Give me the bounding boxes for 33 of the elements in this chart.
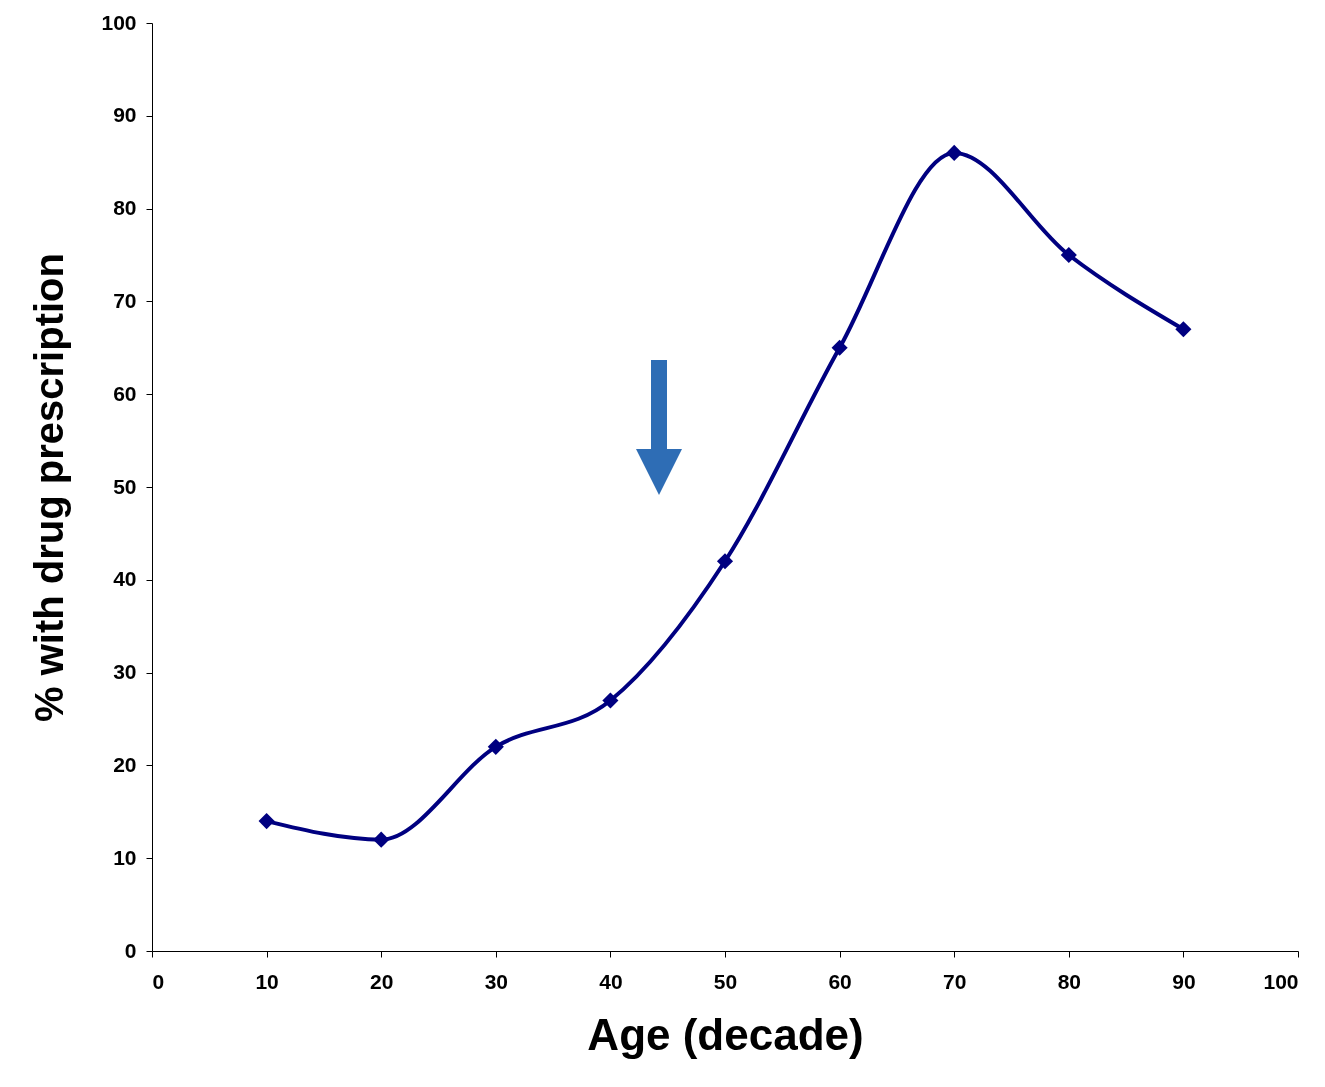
y-tick-label: 0 xyxy=(124,938,137,962)
x-tick-label: 60 xyxy=(828,969,852,993)
point xyxy=(258,813,275,830)
y-tick-label: 70 xyxy=(113,288,137,312)
point xyxy=(1175,321,1192,338)
x-tick-label: 50 xyxy=(713,969,738,993)
x-tick-label: 30 xyxy=(484,969,508,993)
point xyxy=(373,831,390,848)
point xyxy=(1060,246,1077,264)
y-tick-label: 40 xyxy=(113,567,137,591)
x-tick-label: 90 xyxy=(1172,969,1196,993)
x-tick-label: 20 xyxy=(370,969,394,993)
y-tick-label: 80 xyxy=(113,196,137,220)
y-tick-label: 50 xyxy=(113,474,137,498)
x-tick-label: 40 xyxy=(599,969,623,993)
x-tick-label: 80 xyxy=(1057,969,1081,993)
point xyxy=(487,738,504,755)
y-tick-label: 60 xyxy=(113,381,137,405)
point xyxy=(716,553,734,570)
y-tick-label: 90 xyxy=(113,103,137,127)
y-tick-label: 100 xyxy=(101,10,137,34)
point xyxy=(831,339,848,356)
point xyxy=(946,144,963,161)
x-tick-label: 0 xyxy=(152,969,165,993)
y-tick-label: 20 xyxy=(113,752,137,776)
y-axis-title: % with drug prescription xyxy=(27,253,72,722)
point xyxy=(602,692,619,709)
y-tick-label: 10 xyxy=(113,845,137,869)
x-axis-title: Age (decade) xyxy=(587,1009,864,1059)
y-tick-label: 30 xyxy=(113,660,137,684)
x-tick-label: 10 xyxy=(255,969,279,993)
x-tick-label: 70 xyxy=(943,969,967,993)
x-tick-label: 100 xyxy=(1263,969,1299,993)
